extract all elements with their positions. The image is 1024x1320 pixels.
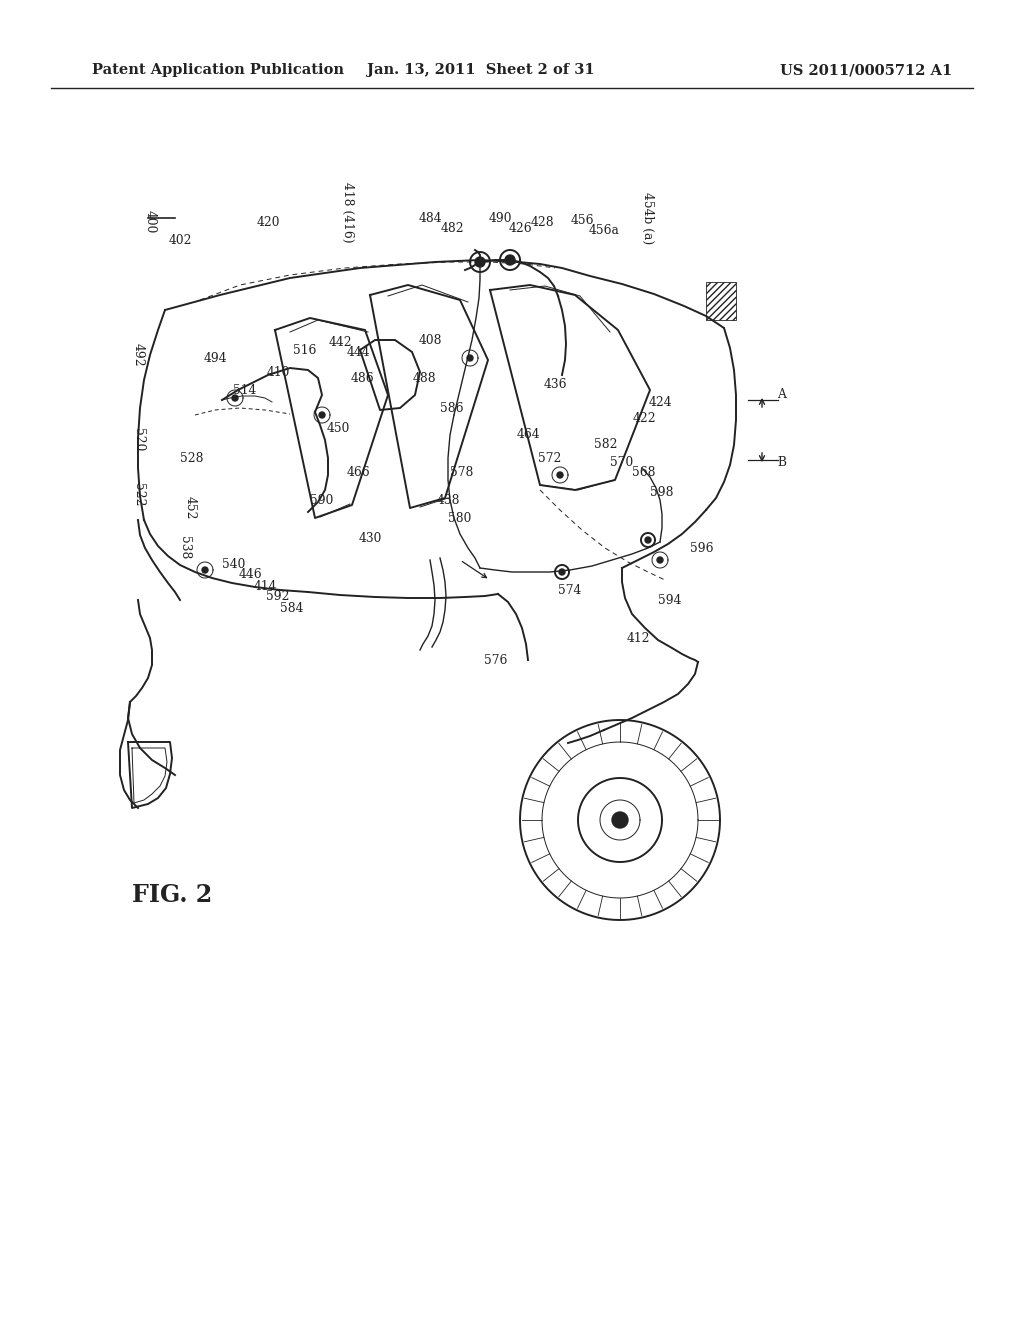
Text: 422: 422 [632, 412, 655, 425]
Text: 492: 492 [131, 343, 144, 367]
Text: 488: 488 [413, 371, 436, 384]
Circle shape [645, 537, 651, 543]
Circle shape [559, 569, 565, 576]
Circle shape [612, 812, 628, 828]
Circle shape [475, 257, 485, 267]
Text: 442: 442 [328, 335, 352, 348]
Text: 438: 438 [436, 494, 460, 507]
Text: 420: 420 [256, 215, 280, 228]
Text: 450: 450 [327, 421, 349, 434]
Text: 580: 580 [449, 511, 472, 524]
Text: 570: 570 [610, 455, 634, 469]
Text: 572: 572 [539, 451, 562, 465]
Text: B: B [777, 455, 786, 469]
Text: 586: 586 [440, 401, 464, 414]
Text: 454b (a): 454b (a) [641, 191, 654, 244]
Text: 490: 490 [488, 211, 512, 224]
Text: 464: 464 [516, 429, 540, 441]
Text: 414: 414 [253, 579, 276, 593]
Text: 590: 590 [310, 494, 334, 507]
Text: 446: 446 [239, 569, 262, 582]
Text: 574: 574 [558, 583, 582, 597]
Text: 538: 538 [178, 536, 191, 560]
Text: 594: 594 [658, 594, 682, 606]
Text: 428: 428 [530, 215, 554, 228]
Circle shape [202, 568, 208, 573]
Circle shape [467, 355, 473, 360]
Text: 528: 528 [180, 451, 204, 465]
Circle shape [657, 557, 663, 564]
Text: 466: 466 [346, 466, 370, 479]
Text: 412: 412 [627, 631, 650, 644]
Text: 410: 410 [266, 366, 290, 379]
Circle shape [557, 473, 563, 478]
Text: 418 (416): 418 (416) [341, 182, 354, 243]
Text: 400: 400 [143, 210, 157, 234]
Text: Jan. 13, 2011  Sheet 2 of 31: Jan. 13, 2011 Sheet 2 of 31 [368, 63, 595, 77]
Text: 452: 452 [183, 496, 197, 520]
Text: 540: 540 [222, 557, 246, 570]
Text: 514: 514 [233, 384, 257, 396]
Text: 516: 516 [293, 343, 316, 356]
Circle shape [319, 412, 325, 418]
Text: Patent Application Publication: Patent Application Publication [92, 63, 344, 77]
Circle shape [505, 255, 515, 265]
Text: 456a: 456a [589, 223, 620, 236]
Text: A: A [777, 388, 786, 401]
Text: 426: 426 [508, 222, 531, 235]
Text: FIG. 2: FIG. 2 [132, 883, 212, 907]
Text: US 2011/0005712 A1: US 2011/0005712 A1 [780, 63, 952, 77]
Text: 578: 578 [451, 466, 474, 479]
Circle shape [232, 395, 238, 401]
Text: 424: 424 [648, 396, 672, 408]
Text: 402: 402 [168, 234, 191, 247]
Text: 598: 598 [650, 486, 674, 499]
Text: 436: 436 [544, 379, 566, 392]
Text: 408: 408 [418, 334, 441, 346]
Text: 596: 596 [690, 541, 714, 554]
Text: 484: 484 [418, 211, 441, 224]
Text: 494: 494 [203, 351, 226, 364]
Text: 576: 576 [484, 653, 508, 667]
Text: 430: 430 [358, 532, 382, 544]
Text: 482: 482 [440, 222, 464, 235]
Text: 568: 568 [632, 466, 655, 479]
Text: 584: 584 [281, 602, 304, 615]
Text: 592: 592 [266, 590, 290, 603]
Text: 444: 444 [346, 346, 370, 359]
Text: 520: 520 [131, 428, 144, 451]
Text: 456: 456 [570, 214, 594, 227]
Text: 582: 582 [594, 438, 617, 451]
Text: 522: 522 [131, 483, 144, 507]
Text: 486: 486 [350, 371, 374, 384]
